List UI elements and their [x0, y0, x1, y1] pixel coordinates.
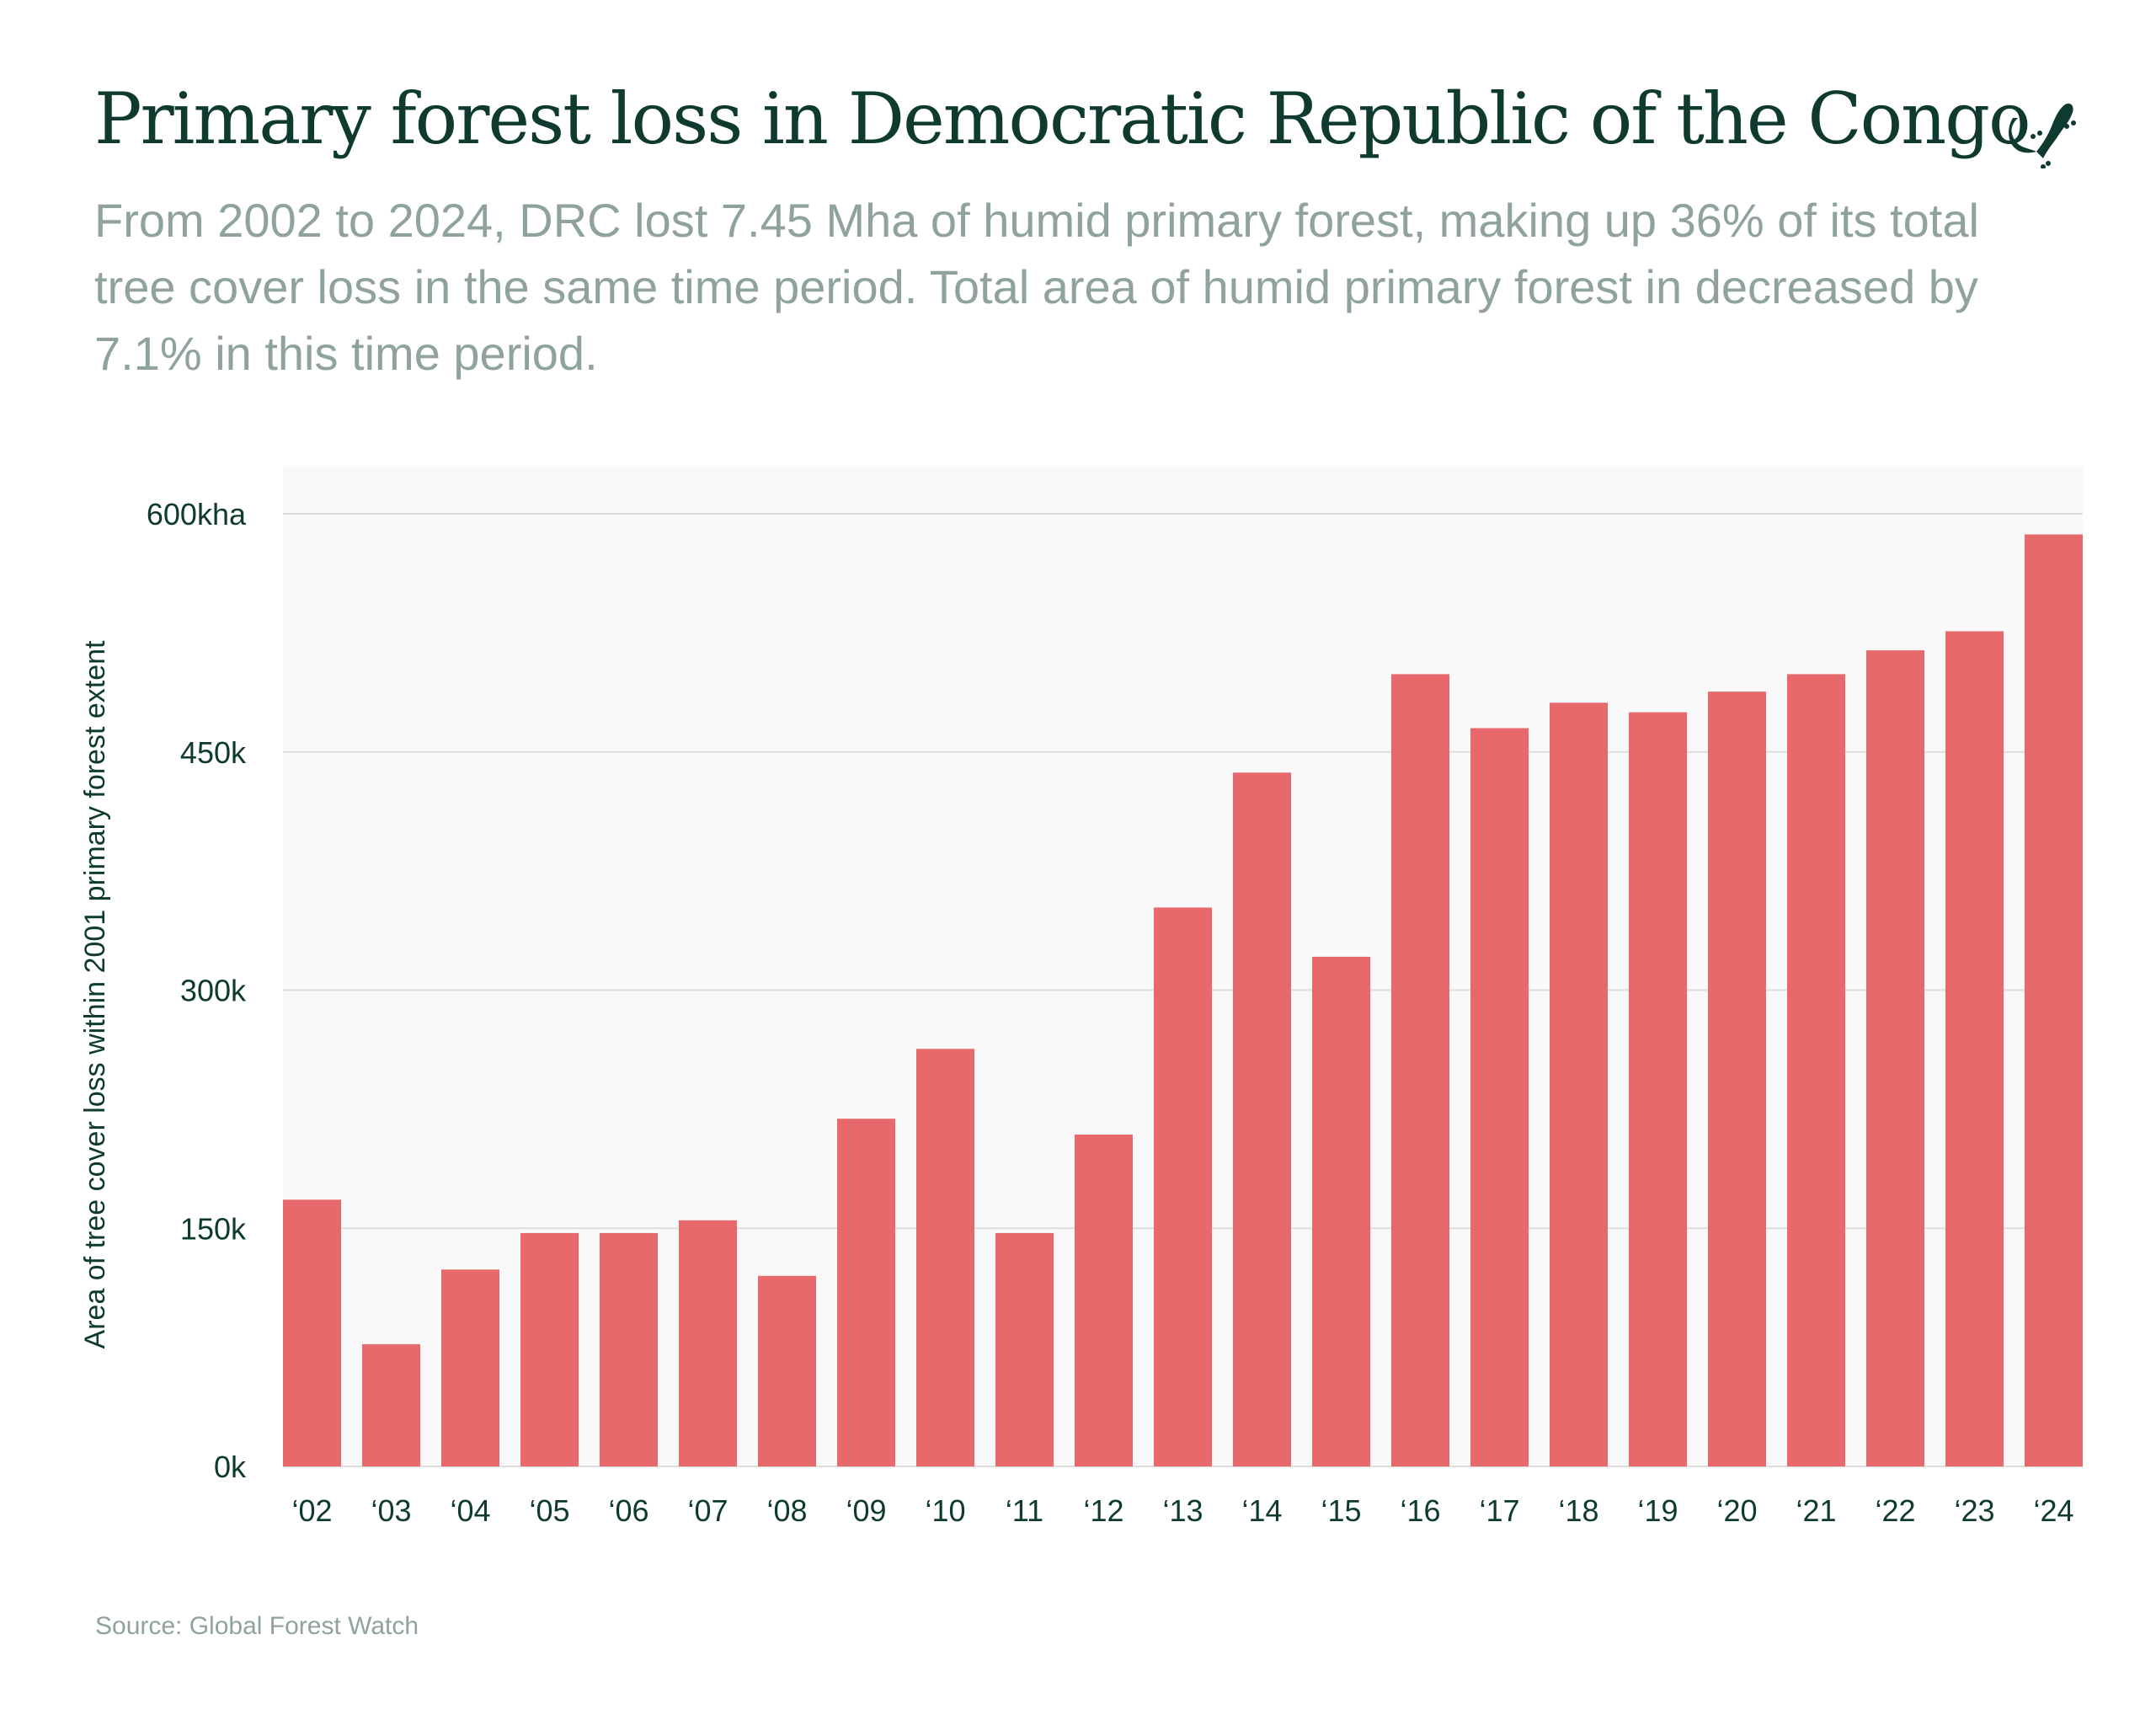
- bar-09: [837, 1119, 895, 1466]
- x-tick-label: ‘20: [1716, 1493, 1757, 1528]
- x-tick-label: ‘15: [1321, 1493, 1361, 1528]
- x-tick-label: ‘13: [1162, 1493, 1203, 1528]
- bar-14: [1233, 772, 1291, 1466]
- bar-15: [1312, 956, 1370, 1466]
- bar-02: [283, 1199, 341, 1466]
- x-tick-label: ‘24: [2033, 1493, 2073, 1528]
- bar-10: [916, 1049, 974, 1466]
- gecko-icon: [2009, 103, 2076, 168]
- bar-17: [1470, 728, 1529, 1466]
- bar-08: [758, 1275, 816, 1466]
- bar-23: [1945, 631, 2004, 1466]
- x-tick-label: ‘07: [687, 1493, 728, 1528]
- bar-21: [1787, 674, 1845, 1466]
- x-tick-label: ‘19: [1637, 1493, 1678, 1528]
- bar-11: [995, 1232, 1054, 1466]
- x-tick-label: ‘06: [608, 1493, 648, 1528]
- bar-chart: ‘02 ‘03 ‘04 ‘05 ‘06 ‘07 ‘08 ‘09 ‘10 ‘11 ‘12 ‘13 ‘14 ‘…: [79, 497, 2083, 1528]
- y-tick-label: 0k: [214, 1450, 247, 1484]
- bar-24: [2025, 534, 2083, 1466]
- bar-07: [679, 1220, 737, 1466]
- bar-22: [1866, 650, 1924, 1466]
- bar-18: [1550, 702, 1608, 1466]
- x-tick-label: ‘03: [371, 1493, 411, 1528]
- y-tick-label: 150k: [180, 1211, 247, 1246]
- bar-03: [362, 1343, 420, 1466]
- x-tick-label: ‘04: [450, 1493, 490, 1528]
- x-tick-label: ‘02: [291, 1493, 332, 1528]
- x-tick-label: ‘14: [1241, 1493, 1282, 1528]
- bar-12: [1075, 1135, 1133, 1466]
- x-tick-label: ‘08: [766, 1493, 807, 1528]
- bar-05: [520, 1232, 579, 1466]
- chart-subtitle: From 2002 to 2024, DRC lost 7.45 Mha of …: [94, 194, 1979, 380]
- y-tick-label: 300k: [180, 974, 247, 1008]
- x-tick-label: ‘16: [1400, 1493, 1440, 1528]
- y-tick-label: 600kha: [147, 497, 247, 531]
- bar-16: [1391, 674, 1449, 1466]
- chart-title: Primary forest loss in Democratic Republ…: [94, 77, 2031, 160]
- bar-04: [441, 1269, 499, 1466]
- y-axis-title: Area of tree cover loss within 2001 prim…: [79, 640, 111, 1348]
- x-tick-label: ‘12: [1083, 1493, 1123, 1528]
- bar-06: [600, 1232, 658, 1466]
- x-tick-label: ‘11: [1006, 1493, 1043, 1528]
- bar-13: [1154, 907, 1212, 1466]
- x-tick-label: ‘17: [1479, 1493, 1519, 1528]
- source-note: Source: Global Forest Watch: [95, 1612, 419, 1640]
- bar-20: [1708, 692, 1766, 1466]
- x-tick-label: ‘05: [529, 1493, 569, 1528]
- x-tick-label: ‘10: [925, 1493, 965, 1528]
- x-tick-label: ‘22: [1875, 1493, 1915, 1528]
- bar-19: [1629, 712, 1687, 1466]
- y-tick-label: 450k: [180, 735, 247, 770]
- x-tick-label: ‘09: [846, 1493, 886, 1528]
- x-tick-label: ‘21: [1796, 1493, 1836, 1528]
- x-tick-label: ‘23: [1954, 1493, 1994, 1528]
- x-tick-label: ‘18: [1558, 1493, 1598, 1528]
